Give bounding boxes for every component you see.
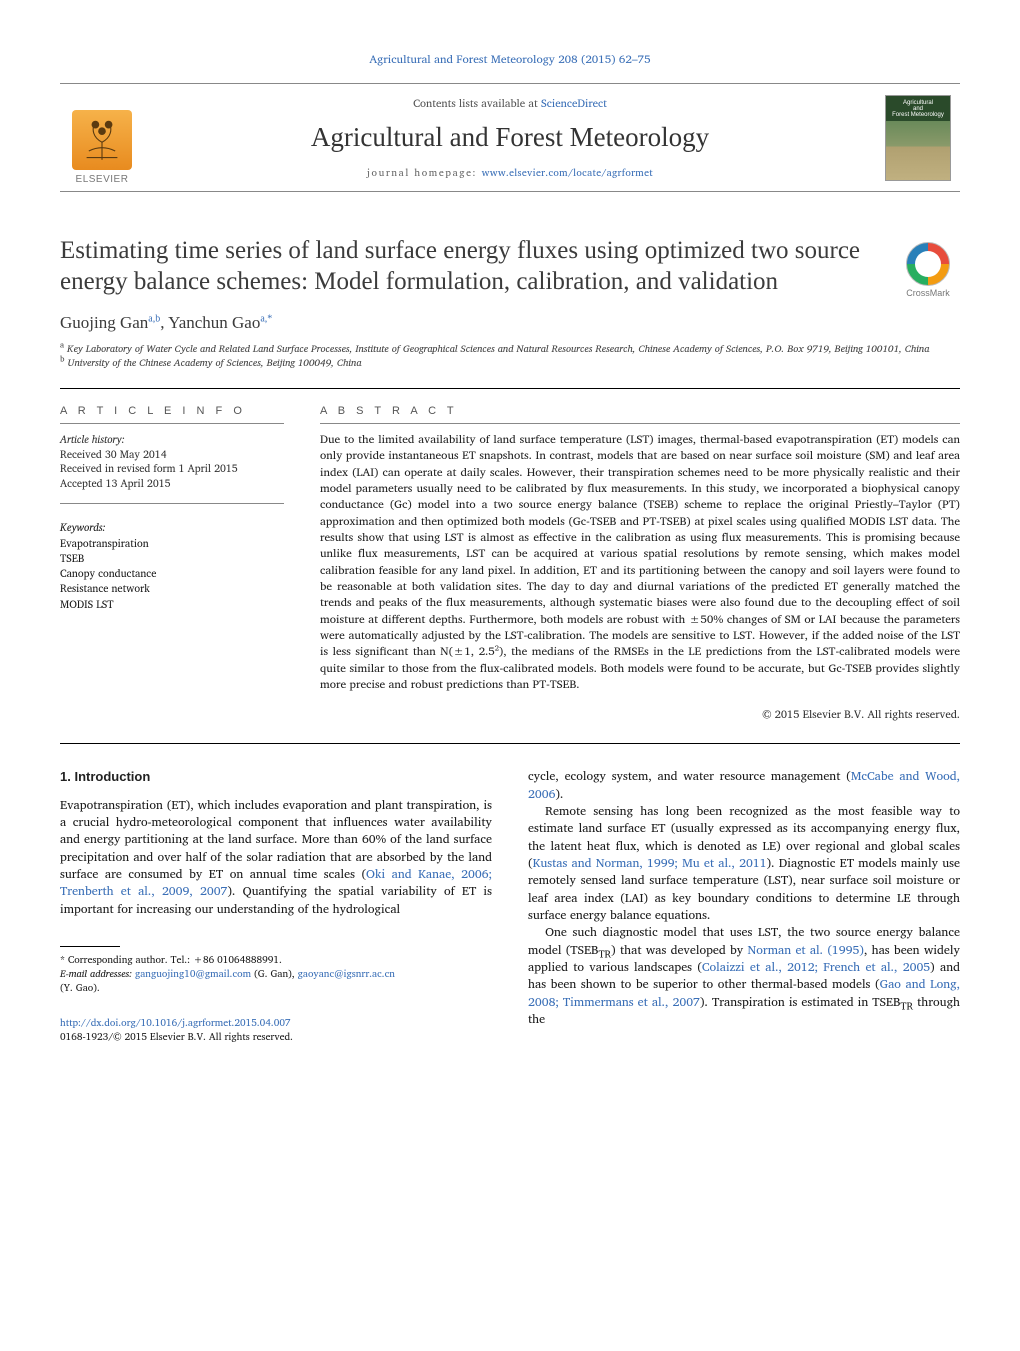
- history-accepted: Accepted 13 April 2015: [60, 474, 171, 492]
- affiliations: a Key Laboratory of Water Cycle and Rela…: [60, 343, 960, 370]
- author-email-link[interactable]: gaoyanc@igsnrr.ac.cn: [298, 966, 395, 982]
- running-head-link[interactable]: Agricultural and Forest Meteorology 208 …: [369, 50, 650, 69]
- abstract-column: A B S T R A C T Due to the limited avail…: [320, 405, 960, 723]
- divider: [60, 743, 960, 744]
- divider: [320, 423, 960, 424]
- masthead: ELSEVIER Contents lists available at Sci…: [60, 83, 960, 192]
- journal-homepage-link[interactable]: www.elsevier.com/locate/agrformet: [482, 165, 653, 181]
- publisher-logo-block: ELSEVIER: [60, 84, 144, 191]
- crossmark-badge[interactable]: CrossMark: [896, 242, 960, 298]
- body-paragraph: Evapotranspiration (ET), which includes …: [60, 797, 492, 918]
- homepage-prefix: journal homepage:: [367, 165, 482, 181]
- journal-name: Agricultural and Forest Meteorology: [154, 122, 866, 153]
- divider: [60, 503, 284, 504]
- corresponding-author-line: * Corresponding author. Tel.: +86 010648…: [60, 953, 492, 967]
- corresponding-author-footnote: * Corresponding author. Tel.: +86 010648…: [60, 946, 492, 995]
- body-paragraph: One such diagnostic model that uses LST,…: [528, 924, 960, 1028]
- divider: [60, 388, 960, 389]
- issn-copyright-line: 0168-1923/© 2015 Elsevier B.V. All right…: [60, 1029, 293, 1045]
- journal-homepage-line: journal homepage: www.elsevier.com/locat…: [154, 165, 866, 181]
- doi-block: http://dx.doi.org/10.1016/j.agrformet.20…: [60, 1017, 492, 1044]
- crossmark-icon: [906, 242, 950, 286]
- abstract-heading: A B S T R A C T: [320, 405, 960, 417]
- divider: [60, 423, 284, 424]
- body-paragraph: Remote sensing has long been recognized …: [528, 803, 960, 924]
- abstract-text: Due to the limited availability of land …: [320, 432, 960, 693]
- section-heading-introduction: 1. Introduction: [60, 768, 492, 786]
- article-info-heading: A R T I C L E I N F O: [60, 405, 284, 417]
- email-attribution: (Y. Gao).: [60, 980, 100, 996]
- crossmark-label: CrossMark: [906, 288, 950, 298]
- keywords-list: EvapotranspirationTSEBCanopy conductance…: [60, 536, 284, 612]
- body-paragraph: cycle, ecology system, and water resourc…: [528, 768, 960, 803]
- authors-line: Guojing Gana,b, Yanchun Gaoa,*: [60, 313, 960, 333]
- author-email-link[interactable]: ganguojing10@gmail.com: [135, 966, 251, 982]
- journal-cover-thumbnail: Agricultural and Forest Meteorology: [885, 95, 951, 181]
- contents-prefix: Contents lists available at: [413, 94, 541, 112]
- sciencedirect-link[interactable]: ScienceDirect: [541, 94, 607, 112]
- elsevier-tree-icon: [72, 110, 132, 170]
- article-title: Estimating time series of land surface e…: [60, 236, 960, 297]
- body-two-column: 1. Introduction Evapotranspiration (ET),…: [60, 768, 960, 1044]
- publisher-name: ELSEVIER: [76, 174, 129, 185]
- contents-available-line: Contents lists available at ScienceDirec…: [154, 94, 866, 112]
- article-info-column: A R T I C L E I N F O Article history: R…: [60, 405, 284, 723]
- email-attribution: (G. Gan),: [251, 966, 298, 982]
- running-head: Agricultural and Forest Meteorology 208 …: [60, 50, 960, 69]
- abstract-copyright: © 2015 Elsevier B.V. All rights reserved…: [320, 705, 960, 723]
